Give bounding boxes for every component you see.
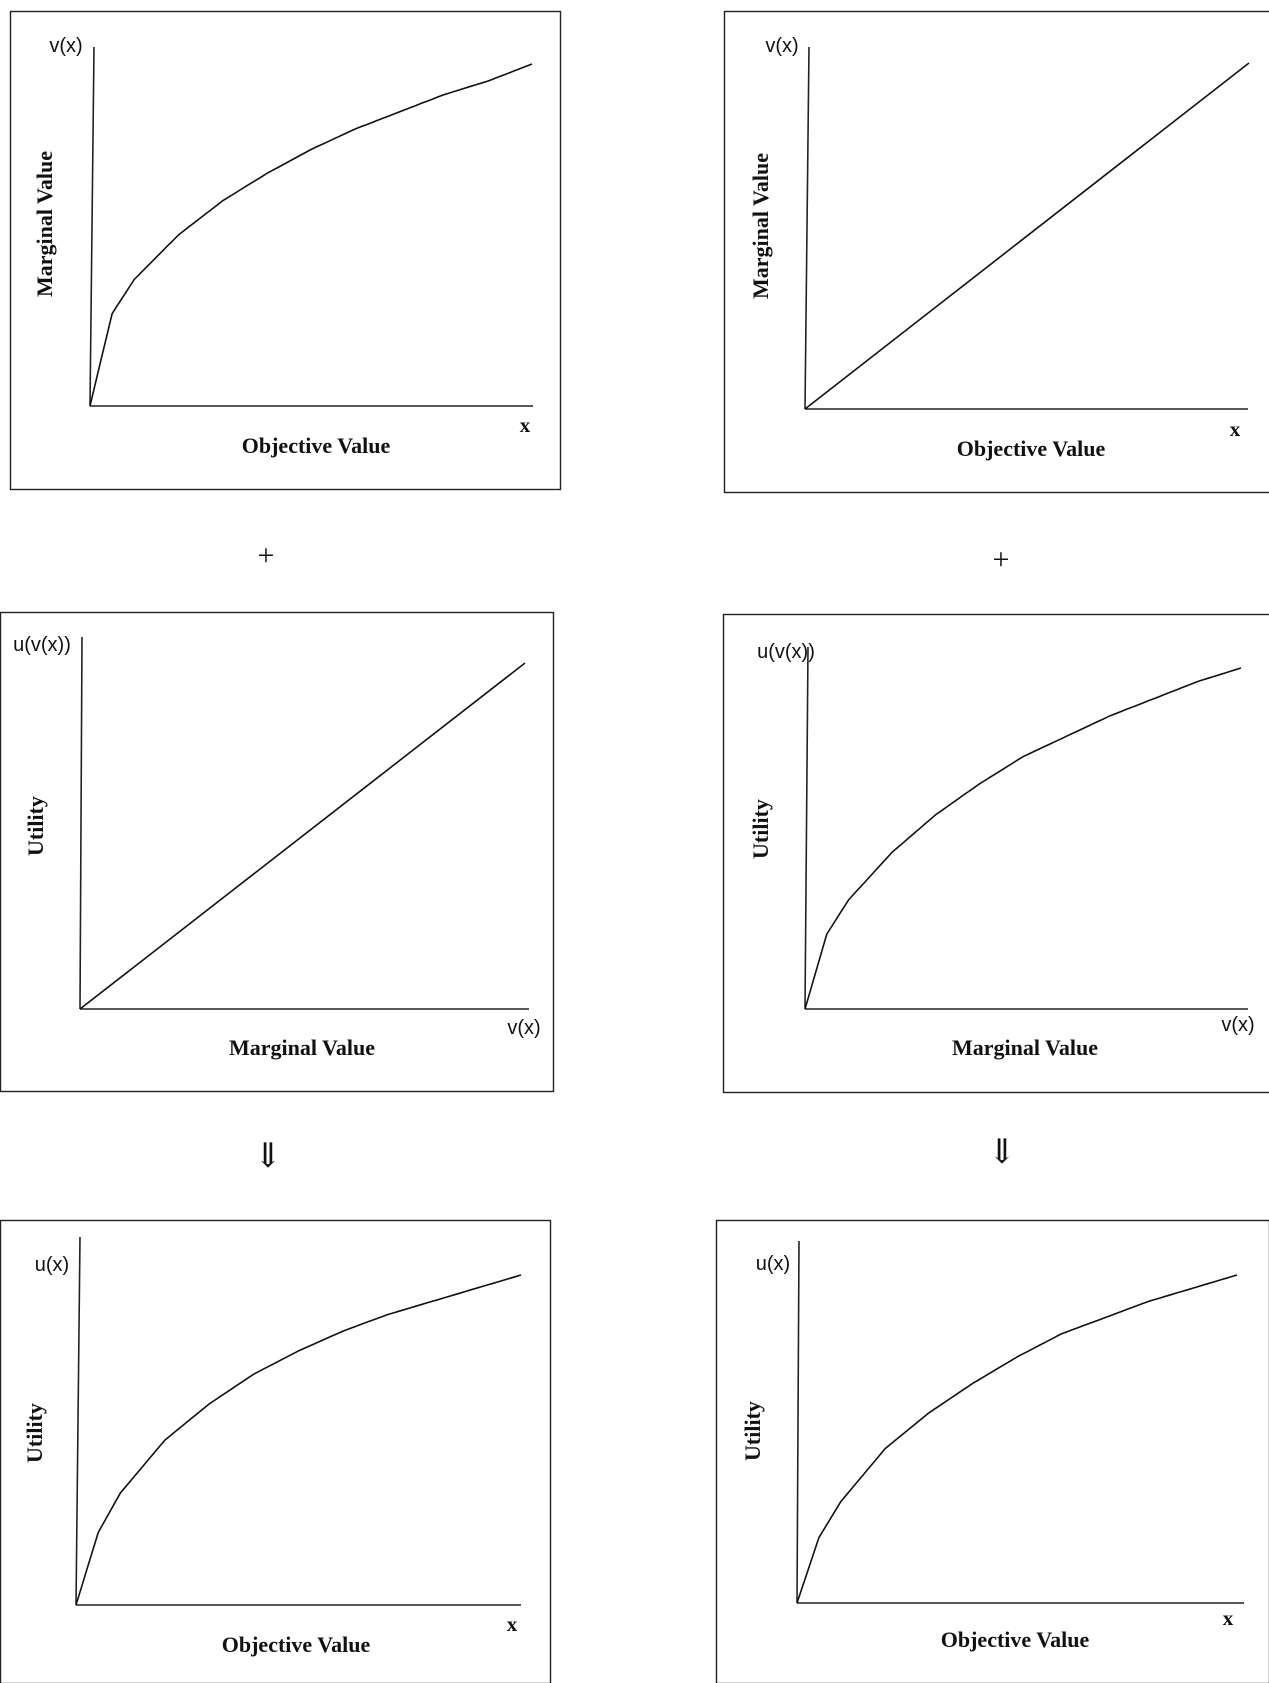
y-axis: [75, 1236, 81, 1606]
plus-connector-right: +: [993, 543, 1010, 576]
x-axis-end-label: v(x): [507, 1017, 540, 1039]
y-axis-end-label: u(v(x)): [13, 634, 71, 656]
y-axis: [89, 46, 95, 407]
panel-frame: [723, 10, 1269, 494]
y-axis-end-label: v(x): [49, 35, 82, 57]
y-axis-label: Marginal Value: [32, 151, 57, 297]
x-axis-label: Marginal Value: [229, 1035, 375, 1060]
x-axis-label: Marginal Value: [952, 1035, 1098, 1060]
y-axis-label: Utility: [740, 1401, 765, 1461]
x-axis-end-label: x: [1223, 1606, 1234, 1630]
y-axis: [796, 1240, 800, 1604]
series-line: [804, 62, 1250, 410]
chart-panel-2: Objective Value Marginal Value x v(x): [723, 10, 1269, 494]
x-axis-end-label: x: [507, 1612, 518, 1636]
implies-arrow-left: ⇓: [254, 1138, 283, 1175]
x-axis-end-label: x: [520, 413, 531, 437]
implies-arrow-right: ⇓: [988, 1134, 1017, 1171]
x-axis-label: Objective Value: [941, 1627, 1090, 1652]
panel-frame: [0, 611, 555, 1093]
y-axis: [804, 646, 809, 1010]
x-axis-label: Objective Value: [222, 1632, 371, 1657]
y-axis-end-label: v(x): [765, 35, 798, 57]
chart-panel-5: Objective Value Utility x u(x): [0, 1219, 552, 1683]
y-axis-label: Utility: [748, 799, 773, 859]
y-axis-end-label: u(v(x)): [757, 641, 815, 663]
panel-frame: [9, 10, 562, 491]
chart-panel-1: Objective Value Marginal Value x v(x): [9, 10, 562, 491]
panel-frame: [715, 1219, 1269, 1683]
plus-connector-left: +: [258, 539, 275, 572]
series-line: [75, 1274, 522, 1606]
panel-frame: [722, 613, 1269, 1094]
y-axis-label: Utility: [22, 1403, 47, 1463]
y-axis-end-label: u(x): [35, 1254, 69, 1276]
y-axis: [804, 46, 810, 410]
chart-panel-4: Marginal Value Utility v(x) u(v(x)): [722, 613, 1269, 1094]
x-axis-label: Objective Value: [242, 433, 391, 458]
y-axis-label: Utility: [23, 796, 48, 856]
series-line: [79, 662, 526, 1010]
y-axis: [79, 636, 83, 1010]
y-axis-end-label: u(x): [756, 1253, 790, 1275]
chart-panel-6: Objective Value Utility x u(x): [715, 1219, 1269, 1683]
series-line: [804, 667, 1242, 1010]
x-axis-label: Objective Value: [957, 436, 1106, 461]
panel-frame: [0, 1219, 552, 1683]
x-axis-end-label: v(x): [1221, 1014, 1254, 1036]
x-axis-end-label: x: [1230, 417, 1241, 441]
chart-panel-3: Marginal Value Utility v(x) u(v(x)): [0, 611, 555, 1093]
y-axis-label: Marginal Value: [748, 153, 773, 299]
series-line: [89, 63, 533, 407]
series-line: [796, 1274, 1238, 1604]
